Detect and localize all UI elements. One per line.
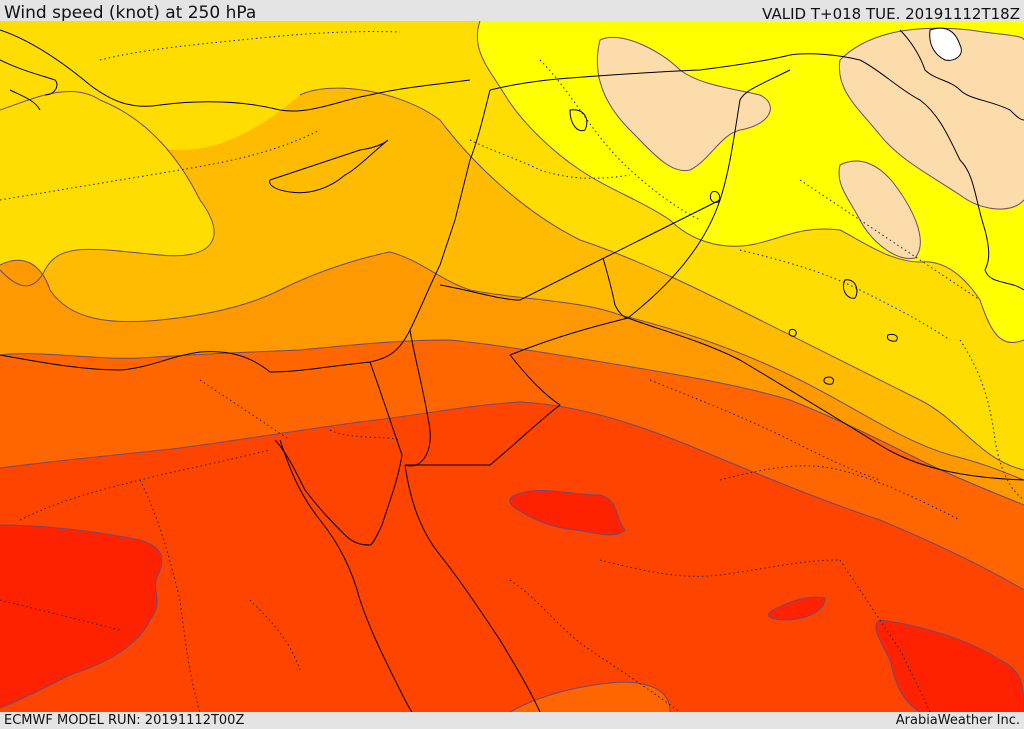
coastlines xyxy=(0,27,1024,712)
band-peach-2 xyxy=(839,28,1024,210)
model-run-label: ECMWF MODEL RUN: 20191112T00Z xyxy=(4,713,245,728)
map-title: Wind speed (knot) at 250 hPa xyxy=(4,3,257,23)
band-red-orange xyxy=(0,402,1024,712)
band-gold-west xyxy=(0,91,215,286)
credit-label: ArabiaWeather Inc. xyxy=(895,713,1020,728)
band-peach-3 xyxy=(839,161,921,259)
header-bar: Wind speed (knot) at 250 hPa VALID T+018… xyxy=(0,0,1024,23)
band-red-east2 xyxy=(875,620,1024,712)
footer-bar: ECMWF MODEL RUN: 20191112T00Z ArabiaWeat… xyxy=(0,712,1024,729)
internal-borders xyxy=(0,31,1024,712)
band-red-east1 xyxy=(768,597,825,620)
map-area xyxy=(0,21,1024,712)
band-peach-1 xyxy=(597,37,771,171)
band-red-west xyxy=(0,525,163,708)
band-red-center xyxy=(509,490,625,535)
band-orange-south xyxy=(510,682,670,712)
valid-time: VALID T+018 TUE. 20191112T18Z xyxy=(762,5,1020,23)
wind-speed-map xyxy=(0,21,1024,712)
contour-lines xyxy=(0,21,1024,712)
